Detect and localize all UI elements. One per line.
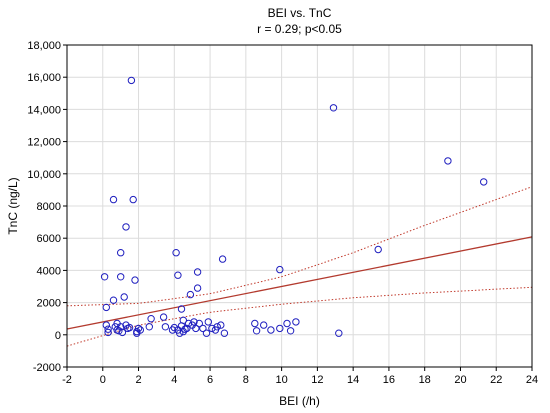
- x-tick-label: 16: [383, 374, 395, 386]
- data-point: [177, 305, 186, 313]
- data-point: [174, 271, 182, 279]
- data-point: [109, 195, 118, 204]
- data-point: [252, 327, 261, 335]
- data-point: [117, 273, 125, 281]
- y-tick-label: 14,000: [27, 104, 61, 116]
- data-point: [122, 223, 130, 231]
- x-tick-label: 10: [275, 374, 287, 386]
- data-point: [374, 245, 382, 254]
- grid: [67, 45, 532, 367]
- y-tick-label: 0: [55, 330, 61, 342]
- data-points: [100, 76, 488, 337]
- data-point: [168, 326, 177, 334]
- x-tick-label: 22: [490, 374, 502, 386]
- y-tick-label: 4000: [37, 265, 61, 277]
- data-point: [329, 104, 338, 112]
- data-point: [147, 315, 155, 323]
- confidence-bands: [66, 186, 533, 347]
- data-point: [131, 276, 139, 284]
- data-point: [161, 323, 170, 331]
- y-tick-label: 8000: [37, 201, 61, 213]
- data-point: [199, 324, 207, 333]
- regression-line-group: [66, 236, 533, 330]
- y-tick-label: 16,000: [27, 72, 61, 84]
- y-tick-label: 18,000: [27, 40, 61, 52]
- data-point: [159, 313, 168, 321]
- data-point: [220, 329, 229, 337]
- x-axis-label: BEI (/h): [279, 394, 320, 408]
- data-point: [129, 195, 137, 204]
- data-point: [117, 249, 125, 257]
- y-axis-label: TnC (ng/L): [6, 177, 20, 234]
- chart-subtitle: r = 0.29; p<0.05: [257, 22, 342, 36]
- data-point: [145, 323, 154, 331]
- axis-ticks: -2 0 2 4 6 8 10 12 14 16 18 20 22 24-2000020004000600…: [27, 40, 538, 386]
- x-tick-label: 24: [526, 374, 538, 386]
- data-point: [276, 324, 284, 333]
- regression-line: [66, 236, 533, 330]
- data-point: [184, 319, 193, 328]
- data-point: [115, 327, 123, 335]
- data-point: [179, 316, 188, 324]
- data-point: [102, 303, 111, 312]
- y-tick-label: -2000: [33, 362, 61, 374]
- data-point: [104, 325, 112, 333]
- data-point: [195, 319, 204, 328]
- data-point: [125, 323, 134, 332]
- data-point: [120, 293, 128, 301]
- y-tick-label: 2000: [37, 298, 61, 310]
- data-point: [127, 76, 136, 85]
- data-point: [190, 318, 198, 326]
- data-point: [286, 327, 295, 335]
- data-point: [218, 255, 227, 263]
- data-point: [186, 290, 195, 299]
- data-point: [192, 324, 200, 333]
- x-tick-label: 18: [419, 374, 431, 386]
- data-point: [100, 273, 109, 281]
- data-point: [260, 321, 268, 329]
- data-point: [183, 324, 191, 333]
- y-tick-label: 10,000: [27, 169, 61, 181]
- data-point: [251, 319, 259, 328]
- data-point: [104, 328, 112, 337]
- data-point: [480, 178, 488, 186]
- y-tick-label: 6000: [37, 233, 61, 245]
- chart-title: BEI vs. TnC: [268, 6, 332, 20]
- x-tick-label: 8: [243, 374, 249, 386]
- x-tick-label: 6: [207, 374, 213, 386]
- x-tick-label: 4: [171, 374, 177, 386]
- data-point: [118, 328, 127, 337]
- x-tick-label: 14: [347, 374, 359, 386]
- confidence-band-lower: [66, 286, 533, 347]
- data-point: [335, 329, 343, 337]
- data-point: [444, 157, 452, 165]
- data-point: [134, 324, 143, 333]
- y-tick-label: 12,000: [27, 137, 61, 149]
- data-point: [267, 326, 275, 334]
- data-point: [213, 323, 221, 331]
- data-point: [193, 268, 202, 276]
- data-point: [136, 326, 145, 334]
- x-tick-label: 20: [454, 374, 466, 386]
- data-point: [202, 329, 211, 337]
- data-point: [292, 318, 300, 326]
- data-point: [109, 296, 118, 304]
- x-tick-label: -2: [62, 374, 72, 386]
- data-point: [172, 249, 180, 257]
- data-point: [176, 329, 184, 337]
- x-tick-label: 2: [135, 374, 141, 386]
- data-point: [204, 318, 213, 326]
- data-point: [283, 319, 291, 328]
- data-point: [208, 324, 216, 333]
- x-tick-label: 0: [100, 374, 106, 386]
- x-tick-label: 12: [311, 374, 323, 386]
- data-point: [217, 321, 225, 329]
- data-point: [276, 265, 284, 274]
- data-point: [193, 284, 202, 292]
- data-point: [102, 321, 111, 329]
- confidence-band-upper: [66, 186, 533, 307]
